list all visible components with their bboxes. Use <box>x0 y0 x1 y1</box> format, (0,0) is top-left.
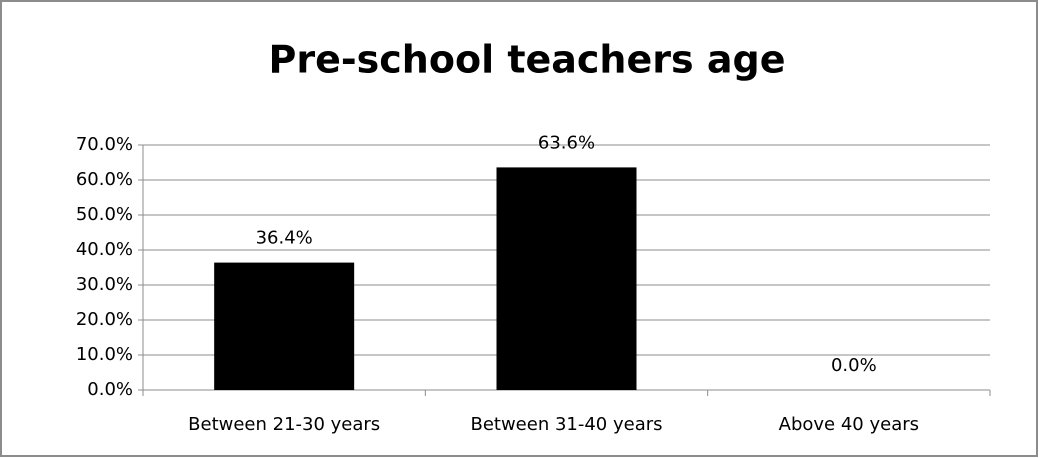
y-tick-label: 10.0% <box>76 344 133 365</box>
bar <box>214 262 355 390</box>
y-tick-label: 0.0% <box>87 379 133 400</box>
bar <box>496 167 637 390</box>
data-label: 0.0% <box>831 355 877 376</box>
x-tick-label: Above 40 years <box>779 414 919 435</box>
y-tick-label: 70.0% <box>76 134 133 155</box>
y-tick-label: 40.0% <box>76 239 133 260</box>
x-tick-label: Between 31-40 years <box>470 414 662 435</box>
y-tick-label: 60.0% <box>76 169 133 190</box>
y-tick-label: 20.0% <box>76 309 133 330</box>
data-label: 36.4% <box>256 228 313 249</box>
chart-title: Pre-school teachers age <box>269 38 786 82</box>
x-tick-label: Between 21-30 years <box>188 414 380 435</box>
y-tick-label: 50.0% <box>76 204 133 225</box>
y-tick-label: 30.0% <box>76 274 133 295</box>
data-label: 63.6% <box>538 132 595 153</box>
